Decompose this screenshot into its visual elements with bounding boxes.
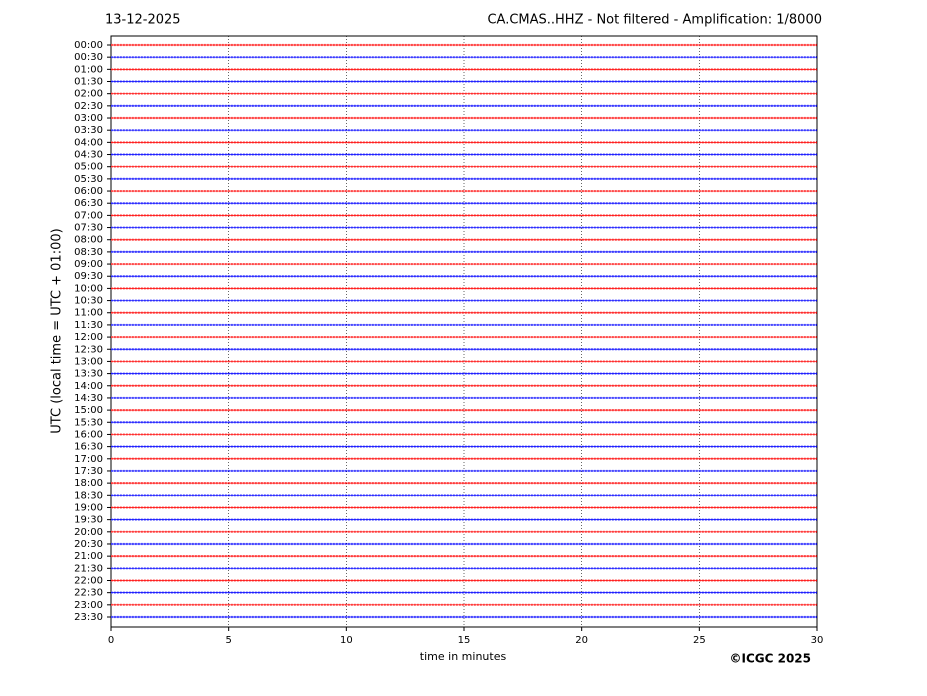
y-tick-label: 01:00 xyxy=(74,64,103,75)
y-tick-label: 16:30 xyxy=(74,442,103,453)
y-tick-label: 00:30 xyxy=(74,52,103,63)
y-tick-label: 10:30 xyxy=(74,296,103,307)
y-tick-label: 11:00 xyxy=(74,308,103,319)
x-axis-label: time in minutes xyxy=(420,650,507,663)
y-tick-label: 09:00 xyxy=(74,259,103,270)
y-tick-label: 22:30 xyxy=(74,588,103,599)
y-tick-label: 19:30 xyxy=(74,515,103,526)
y-tick-label: 13:30 xyxy=(74,369,103,380)
y-tick-label: 03:00 xyxy=(74,113,103,124)
y-tick-label: 06:30 xyxy=(74,198,103,209)
y-tick-label: 07:00 xyxy=(74,210,103,221)
y-tick-label: 22:00 xyxy=(74,575,103,586)
y-tick-label: 07:30 xyxy=(74,223,103,234)
y-tick-label: 05:00 xyxy=(74,162,103,173)
y-tick-label: 18:00 xyxy=(74,478,103,489)
y-tick-label: 06:00 xyxy=(74,186,103,197)
y-axis-label: UTC (local time = UTC + 01:00) xyxy=(50,228,65,433)
y-tick-label: 14:00 xyxy=(74,381,103,392)
y-tick-label: 20:00 xyxy=(74,527,103,538)
y-tick-label: 10:00 xyxy=(74,283,103,294)
y-tick-label: 16:00 xyxy=(74,429,103,440)
y-tick-label: 21:00 xyxy=(74,551,103,562)
y-tick-label: 12:00 xyxy=(74,332,103,343)
y-tick-label: 15:30 xyxy=(74,417,103,428)
x-tick-label: 5 xyxy=(225,635,231,646)
y-tick-label: 20:30 xyxy=(74,539,103,550)
y-tick-label: 21:30 xyxy=(74,563,103,574)
chart-title: CA.CMAS..HHZ - Not filtered - Amplificat… xyxy=(487,13,822,28)
x-tick-label: 25 xyxy=(693,635,706,646)
y-tick-label: 12:30 xyxy=(74,344,103,355)
credit: ©ICGC 2025 xyxy=(729,652,811,666)
y-tick-label: 02:00 xyxy=(74,89,103,100)
y-tick-label: 15:00 xyxy=(74,405,103,416)
x-tick-label: 20 xyxy=(575,635,588,646)
y-tick-label: 17:00 xyxy=(74,454,103,465)
x-tick-label: 10 xyxy=(340,635,353,646)
y-tick-label: 08:30 xyxy=(74,247,103,258)
y-tick-label: 18:30 xyxy=(74,490,103,501)
y-tick-label: 13:00 xyxy=(74,356,103,367)
date: 13-12-2025 xyxy=(105,13,181,28)
y-tick-label: 11:30 xyxy=(74,320,103,331)
y-tick-label: 14:30 xyxy=(74,393,103,404)
y-tick-label: 09:30 xyxy=(74,271,103,282)
y-tick-label: 04:30 xyxy=(74,150,103,161)
y-tick-label: 01:30 xyxy=(74,77,103,88)
y-tick-label: 02:30 xyxy=(74,101,103,112)
y-tick-label: 03:30 xyxy=(74,125,103,136)
x-tick-label: 15 xyxy=(458,635,471,646)
y-tick-label: 23:30 xyxy=(74,612,103,623)
plot-frame xyxy=(110,35,818,628)
y-tick-label: 00:00 xyxy=(74,40,103,51)
y-tick-label: 19:00 xyxy=(74,502,103,513)
y-tick-label: 05:30 xyxy=(74,174,103,185)
y-tick-label: 08:00 xyxy=(74,235,103,246)
y-tick-label: 04:00 xyxy=(74,137,103,148)
y-tick-label: 23:00 xyxy=(74,600,103,611)
x-tick-label: 30 xyxy=(811,635,824,646)
y-tick-label: 17:30 xyxy=(74,466,103,477)
x-tick-label: 0 xyxy=(108,635,114,646)
